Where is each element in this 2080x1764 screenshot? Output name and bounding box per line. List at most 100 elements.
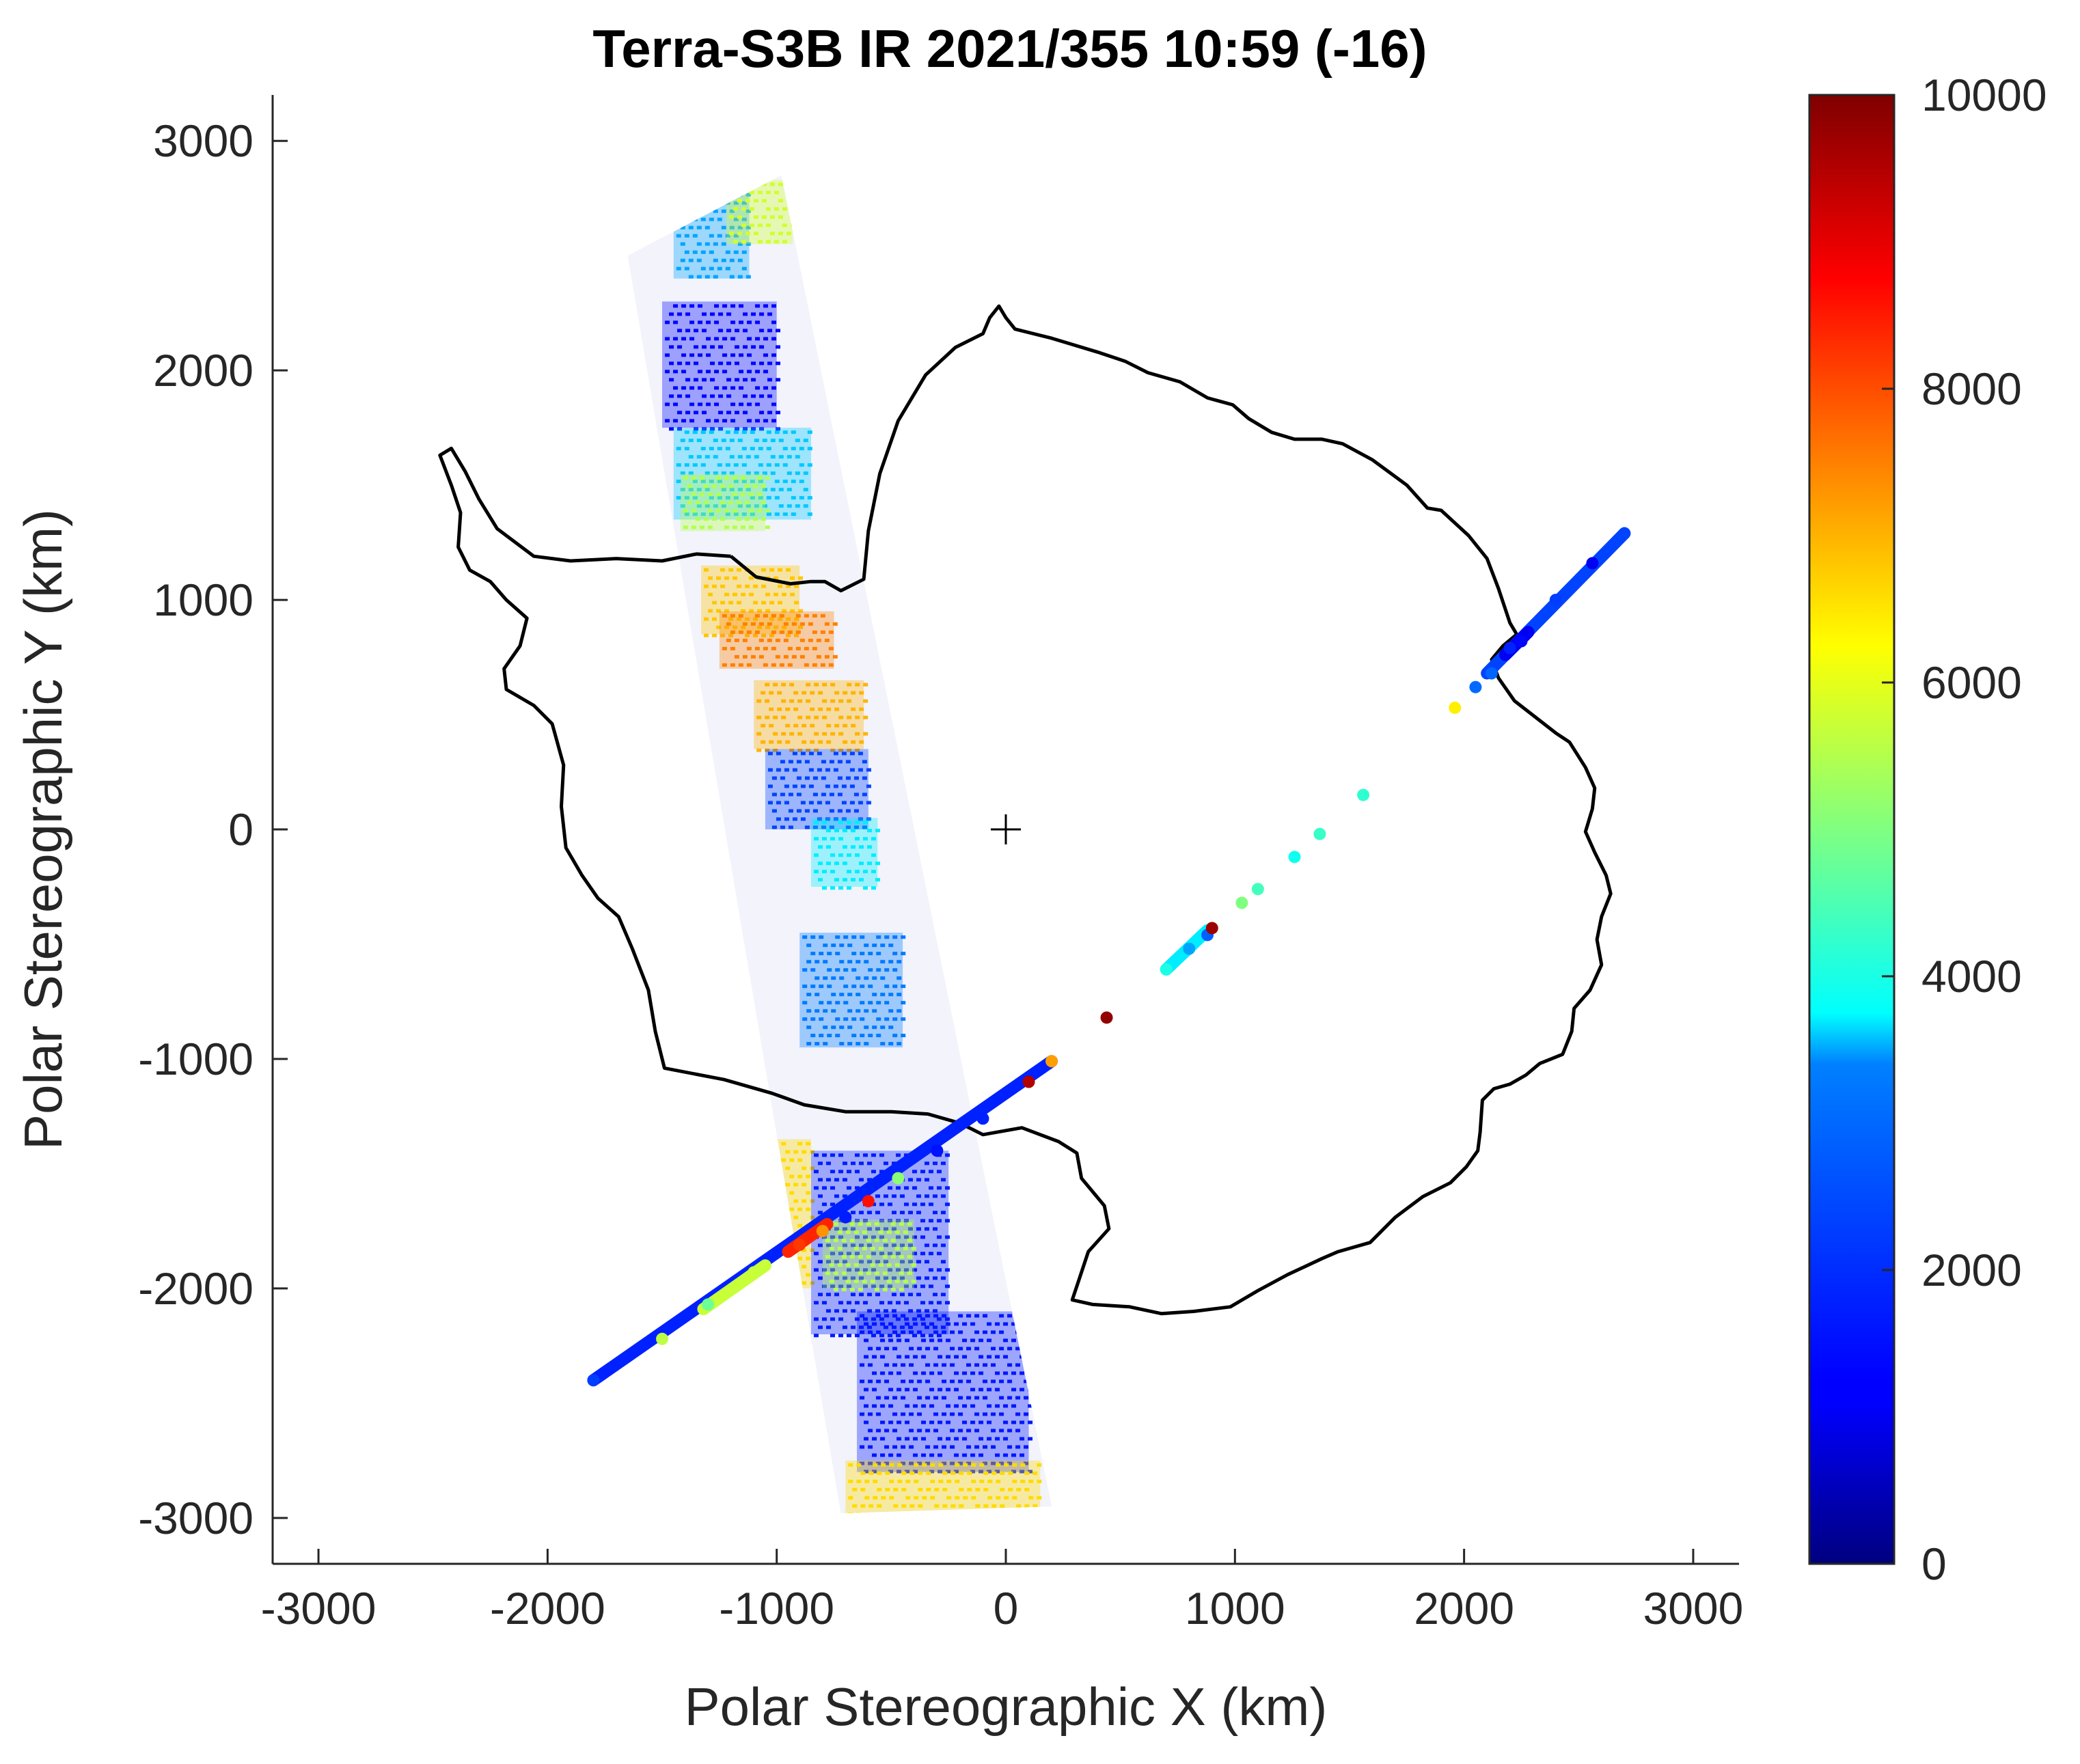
- swath-pixel: [853, 1280, 859, 1284]
- swath-pixel: [987, 1420, 992, 1424]
- swath-pixel: [963, 1463, 968, 1467]
- swath-pixel: [769, 723, 774, 728]
- swath-pixel: [1007, 1363, 1013, 1367]
- swath-pixel: [802, 691, 807, 695]
- swath-pixel: [787, 663, 793, 667]
- swath-pixel: [913, 1404, 918, 1408]
- swath-pixel: [868, 1445, 873, 1449]
- swath-pixel: [776, 801, 781, 805]
- swath-pixel: [846, 1186, 851, 1190]
- swath-pixel: [958, 1347, 963, 1351]
- swath-pixel: [722, 304, 728, 308]
- swath-pixel: [766, 430, 771, 435]
- swath-pixel: [892, 1330, 898, 1334]
- swath-pixel: [685, 378, 691, 382]
- swath-pixel: [862, 793, 867, 797]
- swath-pixel: [788, 760, 793, 764]
- swath-pixel: [842, 845, 847, 849]
- swath-pixel: [1020, 1420, 1025, 1424]
- swath-pixel: [853, 809, 859, 813]
- swath-pixel: [875, 878, 880, 882]
- swath-pixel: [755, 419, 761, 423]
- swath-pixel: [802, 984, 808, 989]
- center-marker: [991, 814, 1021, 844]
- swath-pixel: [942, 1396, 947, 1400]
- swath-pixel: [737, 199, 742, 203]
- swath-pixel: [762, 488, 767, 492]
- swath-pixel: [770, 488, 776, 492]
- swath-pixel: [728, 484, 733, 488]
- swath-pixel: [899, 1325, 905, 1329]
- swath-pixel: [752, 517, 758, 521]
- swath-pixel: [742, 638, 748, 642]
- swath-pixel: [810, 691, 815, 695]
- swath-pixel: [887, 1284, 892, 1288]
- swath-pixel: [936, 1235, 942, 1239]
- swath-pixel: [946, 1388, 951, 1392]
- swath-pixel: [872, 1388, 877, 1392]
- swath-pixel: [830, 837, 835, 841]
- swath-pixel: [871, 1252, 876, 1256]
- swath-pixel: [858, 1325, 864, 1329]
- swath-pixel: [745, 633, 750, 637]
- swath-pixel: [786, 232, 791, 236]
- swath-pixel: [717, 496, 722, 500]
- swath-pixel: [833, 1222, 838, 1226]
- swath-pixel: [688, 471, 694, 476]
- swath-pixel: [963, 1496, 968, 1500]
- swath-pixel: [847, 1042, 853, 1046]
- swath-pixel: [887, 1252, 892, 1256]
- y-tick-label: -3000: [138, 1493, 254, 1543]
- swath-pixel: [916, 1260, 921, 1264]
- swath-pixel: [817, 801, 822, 805]
- swath-pixel: [807, 512, 812, 516]
- swath-pixel: [1007, 1429, 1013, 1433]
- swath-region-13: [822, 1219, 916, 1292]
- swath-pixel: [797, 1174, 803, 1179]
- swath-pixel: [830, 886, 835, 890]
- swath-pixel: [880, 1025, 886, 1030]
- swath-pixel: [901, 1461, 906, 1465]
- swath-pixel: [749, 609, 754, 613]
- swath-pixel: [830, 748, 836, 752]
- data-point: [1235, 896, 1248, 909]
- swath-pixel: [916, 1276, 921, 1280]
- swath-pixel: [881, 1463, 886, 1467]
- swath-pixel: [938, 1463, 944, 1467]
- swath-pixel: [950, 1363, 955, 1367]
- swath-pixel: [702, 378, 707, 382]
- swath-pixel: [942, 1330, 947, 1334]
- swath-pixel: [917, 1396, 922, 1400]
- swath-pixel: [892, 952, 898, 956]
- swath-pixel: [901, 1504, 907, 1508]
- swath-pixel: [741, 447, 747, 451]
- swath-pixel: [928, 1170, 933, 1174]
- swath-pixel: [914, 1479, 919, 1483]
- swath-pixel: [944, 1268, 950, 1272]
- swath-pixel: [847, 993, 853, 997]
- swath-pixel: [822, 715, 827, 719]
- swath-pixel: [850, 1161, 856, 1166]
- swath-pixel: [813, 1334, 819, 1338]
- swath-pixel: [699, 493, 704, 497]
- swath-pixel: [829, 825, 834, 829]
- swath-pixel: [725, 430, 730, 435]
- swath-pixel: [810, 1034, 816, 1038]
- swath-pixel: [829, 1247, 834, 1251]
- swath-pixel: [962, 1404, 968, 1408]
- swath-pixel: [806, 1174, 811, 1179]
- swath-pixel: [873, 1479, 878, 1483]
- swath-pixel: [856, 1042, 861, 1046]
- swath-pixel: [958, 1379, 963, 1383]
- swath-pixel: [804, 646, 809, 650]
- swath-pixel: [928, 1284, 933, 1288]
- swath-pixel: [684, 430, 689, 435]
- swath-pixel: [868, 1412, 873, 1416]
- swath-pixel: [730, 353, 736, 357]
- swath-pixel: [995, 1322, 1000, 1326]
- swath-pixel: [769, 691, 774, 695]
- swath-pixel: [905, 1404, 910, 1408]
- swath-pixel: [954, 1388, 959, 1392]
- colorbar-gradient: [1808, 94, 1896, 1565]
- swath-pixel: [866, 845, 872, 849]
